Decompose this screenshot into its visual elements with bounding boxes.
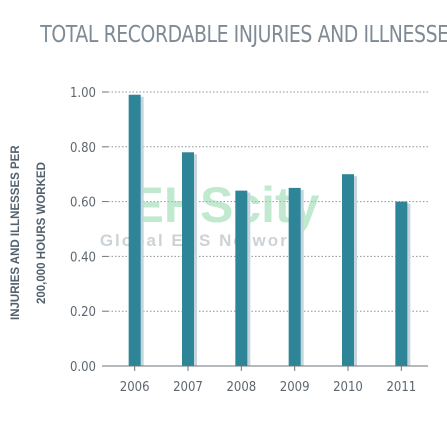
y-tick-label: 0.40 [70,250,96,265]
y-tick-label: 0.60 [70,196,96,211]
bar-2010 [342,174,354,366]
x-tick-label: 2010 [333,380,363,395]
bar-2011 [395,201,408,366]
bars [128,94,411,367]
y-ticks: 0.00 0.20 0.40 0.60 0.80 1.00 [70,86,108,375]
x-tick-label: 2007 [173,380,203,395]
watermark-main: EHScity [131,177,320,233]
x-ticks: 2006 2007 2008 2009 2010 2011 [120,366,416,395]
bar-2006 [128,94,141,367]
bar-2008 [235,190,248,366]
y-tick-label: 0.80 [70,141,96,156]
y-tick-label: 0.00 [70,360,96,375]
x-tick-label: 2008 [226,380,256,395]
x-tick-label: 2006 [120,380,150,395]
y-tick-label: 1.00 [70,86,96,101]
y-tick-label: 0.20 [70,305,96,320]
bar-2007 [182,152,194,366]
x-tick-label: 2011 [386,380,416,395]
grid-lines [108,91,428,312]
bar-2009 [288,187,301,366]
chart-title: TOTAL RECORDABLE INJURIES AND ILLNESSES [40,22,447,48]
x-tick-label: 2009 [280,380,310,395]
